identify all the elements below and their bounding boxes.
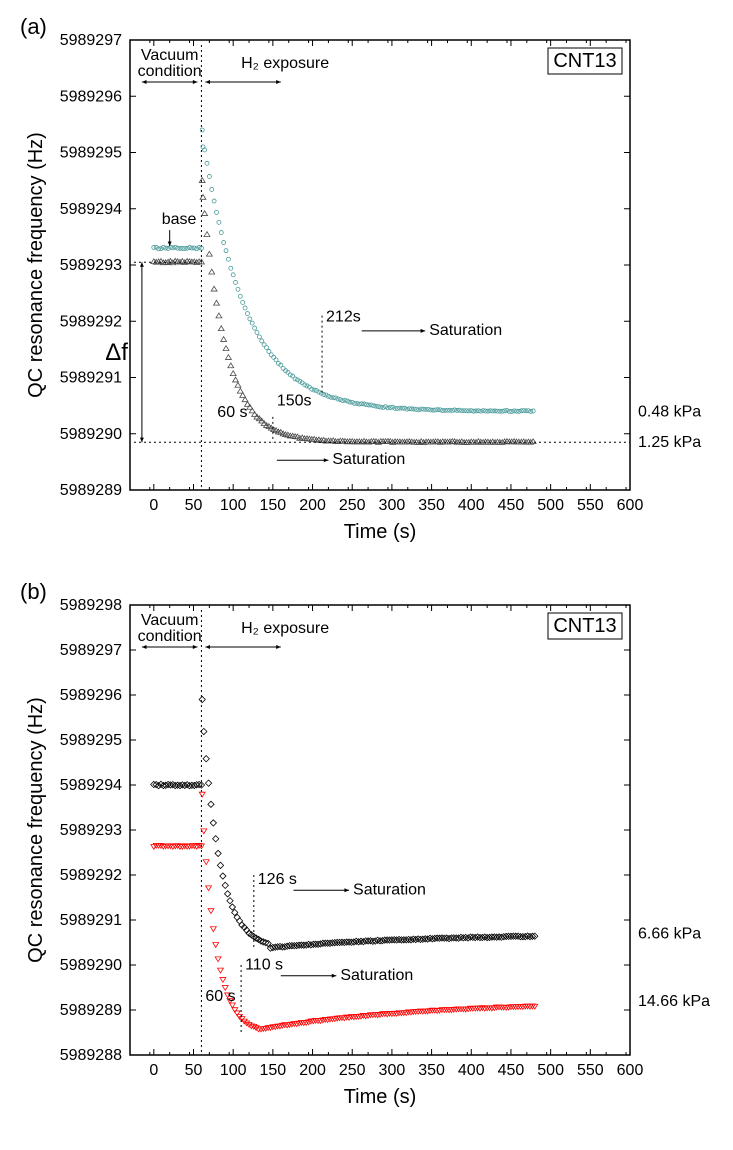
- svg-text:200: 200: [299, 497, 326, 514]
- svg-text:100: 100: [220, 497, 247, 514]
- h2-label: H₂ exposure: [241, 620, 329, 637]
- svg-text:150: 150: [260, 1062, 287, 1079]
- svg-text:200: 200: [299, 1062, 326, 1079]
- svg-text:5989295: 5989295: [60, 732, 122, 749]
- panel-tag: (b): [20, 579, 47, 604]
- svg-text:5989297: 5989297: [60, 32, 122, 49]
- svg-text:400: 400: [458, 1062, 485, 1079]
- svg-text:550: 550: [577, 497, 604, 514]
- svg-text:5989289: 5989289: [60, 482, 122, 499]
- series-label: 14.66 kPa: [638, 993, 710, 1010]
- vacuum-label: condition: [138, 63, 202, 80]
- svg-text:350: 350: [418, 1062, 445, 1079]
- vacuum-label: Vacuum: [141, 47, 199, 64]
- svg-text:600: 600: [617, 1062, 644, 1079]
- svg-text:5989292: 5989292: [60, 313, 122, 330]
- svg-text:50: 50: [185, 497, 203, 514]
- svg-text:550: 550: [577, 1062, 604, 1079]
- svg-text:300: 300: [379, 1062, 406, 1079]
- saturation-label: Saturation: [332, 451, 405, 468]
- sample-label: CNT13: [553, 50, 616, 72]
- svg-text:5989297: 5989297: [60, 642, 122, 659]
- figure-container: 0501001502002503003504004505005506005989…: [10, 10, 723, 1130]
- svg-text:5989290: 5989290: [60, 957, 122, 974]
- svg-text:600: 600: [617, 497, 644, 514]
- svg-text:150: 150: [260, 497, 287, 514]
- svg-text:350: 350: [418, 497, 445, 514]
- svg-text:5989294: 5989294: [60, 201, 122, 218]
- t60-label: 60 s: [217, 404, 247, 421]
- svg-text:250: 250: [339, 1062, 366, 1079]
- svg-text:5989289: 5989289: [60, 1002, 122, 1019]
- x-axis-label: Time (s): [344, 521, 417, 543]
- svg-text:300: 300: [379, 497, 406, 514]
- panel-tag: (a): [20, 14, 47, 39]
- vacuum-label: condition: [138, 628, 202, 645]
- t60-label: 60 s: [205, 988, 235, 1005]
- svg-text:5989292: 5989292: [60, 867, 122, 884]
- t110-label: 110 s: [245, 957, 283, 974]
- svg-text:5989293: 5989293: [60, 822, 122, 839]
- svg-text:0: 0: [149, 497, 158, 514]
- vacuum-label: Vacuum: [141, 612, 199, 629]
- t212-label: 212s: [326, 308, 361, 325]
- svg-text:5989290: 5989290: [60, 426, 122, 443]
- t150-label: 150s: [277, 393, 312, 410]
- svg-text:5989298: 5989298: [60, 597, 122, 614]
- sample-label: CNT13: [553, 615, 616, 637]
- svg-text:5989296: 5989296: [60, 687, 122, 704]
- svg-text:450: 450: [498, 497, 525, 514]
- y-axis-label: QC resonance frequency (Hz): [25, 132, 47, 398]
- svg-text:500: 500: [537, 1062, 564, 1079]
- svg-text:400: 400: [458, 497, 485, 514]
- svg-text:50: 50: [185, 1062, 203, 1079]
- svg-text:5989291: 5989291: [60, 370, 122, 387]
- chart-svg-b: 0 50 100 150 200 250 300 350 400 450 500 550 600 5989…: [10, 575, 723, 1130]
- x-axis-label: Time (s): [344, 1086, 417, 1108]
- saturation-label: Saturation: [353, 881, 426, 898]
- svg-text:450: 450: [498, 1062, 525, 1079]
- series-label: 6.66 kPa: [638, 926, 701, 943]
- panel-b: 0 50 100 150 200 250 300 350 400 450 500 550 600 5989…: [10, 575, 723, 1130]
- t126-label: 126 s: [258, 871, 297, 888]
- chart-svg-a: 0 50 100 150 200 250 300 350 400 450 500 550 600 5989…: [10, 10, 723, 565]
- svg-text:5989291: 5989291: [60, 912, 122, 929]
- svg-text:500: 500: [537, 497, 564, 514]
- svg-text:0: 0: [149, 1062, 158, 1079]
- base-label: base: [162, 211, 197, 228]
- y-axis-label: QC resonance frequency (Hz): [25, 697, 47, 963]
- h2-label: H₂ exposure: [241, 55, 329, 72]
- svg-text:100: 100: [220, 1062, 247, 1079]
- saturation-label: Saturation: [340, 967, 413, 984]
- svg-text:5989295: 5989295: [60, 145, 122, 162]
- svg-text:5989288: 5989288: [60, 1047, 122, 1064]
- svg-text:5989296: 5989296: [60, 88, 122, 105]
- svg-text:5989294: 5989294: [60, 777, 122, 794]
- series-label: 0.48 kPa: [638, 403, 701, 420]
- panel-a: 0 50 100 150 200 250 300 350 400 450 500 550 600 5989…: [10, 10, 723, 565]
- svg-text:250: 250: [339, 497, 366, 514]
- svg-text:5989293: 5989293: [60, 257, 122, 274]
- deltaf-label: Δf: [105, 339, 128, 366]
- saturation-label: Saturation: [429, 322, 502, 339]
- series-label: 1.25 kPa: [638, 434, 701, 451]
